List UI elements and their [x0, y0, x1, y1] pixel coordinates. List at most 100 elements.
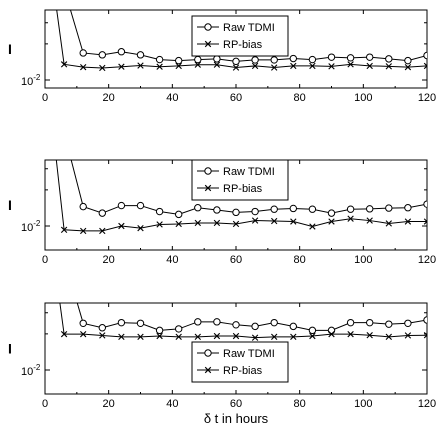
- data-point: [404, 56, 412, 65]
- data-point: [346, 54, 355, 62]
- data-point: [289, 322, 297, 331]
- legend: Raw TDMI RP-bias: [191, 341, 289, 383]
- x-tick-label: 0: [42, 92, 48, 104]
- x-tick-label: 80: [294, 398, 306, 410]
- data-point: [251, 322, 259, 331]
- x-tick-label: 20: [103, 254, 115, 266]
- legend-marker: [204, 23, 212, 31]
- data-point: [423, 51, 427, 60]
- data-point: [213, 61, 221, 68]
- legend-label: RP-bias: [223, 183, 263, 195]
- data-point: [232, 332, 240, 340]
- data-point: [423, 218, 427, 225]
- x-tick-label: 60: [230, 254, 242, 266]
- data-point: [308, 55, 317, 64]
- data-point: [271, 333, 278, 341]
- y-axis-label: I: [8, 341, 12, 357]
- x-axis-label: δ t in hours: [204, 411, 269, 426]
- data-point: [366, 53, 374, 61]
- data-point: [136, 51, 145, 59]
- data-point: [156, 221, 163, 228]
- data-point: [289, 204, 297, 213]
- data-point: [117, 48, 126, 56]
- data-point: [117, 318, 126, 327]
- x-tick-label: 80: [294, 254, 306, 266]
- data-point: [366, 332, 373, 339]
- data-point: [328, 63, 335, 70]
- data-point: [175, 325, 183, 333]
- data-point: [80, 63, 87, 71]
- x-tick-label: 60: [230, 398, 242, 410]
- data-point: [423, 316, 427, 324]
- data-point: [404, 332, 412, 339]
- y-tick-label: 10-2: [21, 219, 41, 234]
- data-point: [118, 222, 125, 230]
- data-point: [137, 333, 144, 341]
- data-point: [290, 62, 297, 70]
- x-tick-label: 120: [418, 398, 436, 410]
- data-point: [194, 204, 202, 212]
- legend: Raw TDMI RP-bias: [191, 15, 289, 57]
- legend-label: Raw TDMI: [223, 22, 275, 34]
- data-point: [366, 318, 374, 327]
- legend-label: RP-bias: [223, 365, 263, 377]
- plot-area: [55, 160, 427, 235]
- data-point: [60, 61, 68, 68]
- data-point: [404, 63, 412, 71]
- data-point: [346, 205, 355, 213]
- data-point: [137, 224, 144, 232]
- data-point: [99, 332, 106, 339]
- data-point: [137, 62, 144, 69]
- data-point: [175, 56, 183, 65]
- data-point: [309, 332, 316, 340]
- data-point: [404, 218, 412, 225]
- legend-box: [191, 159, 289, 201]
- data-point: [309, 62, 316, 70]
- data-point: [118, 63, 125, 70]
- data-point: [232, 64, 240, 71]
- data-point: [385, 333, 392, 341]
- data-point: [385, 220, 392, 227]
- data-point: [366, 62, 373, 70]
- x-tick-label: 120: [418, 254, 436, 266]
- data-point: [79, 49, 87, 57]
- data-point: [98, 209, 107, 217]
- data-point: [156, 332, 163, 340]
- x-tick-label: 20: [103, 92, 115, 104]
- data-point: [328, 330, 335, 338]
- data-point: [155, 207, 164, 216]
- chart-panel-3: 0 20 40 60 80 100 120 10-2 Iδ t in hours Raw TDMI…: [8, 302, 436, 426]
- data-point: [308, 205, 317, 213]
- legend-box: [191, 15, 289, 57]
- legend-marker: [204, 40, 212, 48]
- data-point: [385, 55, 393, 63]
- data-point: [347, 330, 354, 338]
- data-point: [175, 333, 182, 341]
- data-point: [80, 227, 87, 235]
- legend-box: [191, 341, 289, 383]
- data-point: [136, 201, 145, 210]
- data-point: [213, 318, 221, 326]
- data-point: [327, 53, 336, 61]
- data-point: [99, 227, 106, 235]
- data-point: [213, 206, 221, 214]
- data-point: [60, 226, 68, 233]
- data-point: [423, 62, 427, 70]
- plot-area: [59, 303, 427, 341]
- data-point: [366, 217, 373, 224]
- x-tick-label: 20: [103, 398, 115, 410]
- data-point: [156, 63, 163, 70]
- x-tick-label: 100: [354, 92, 372, 104]
- data-point: [346, 318, 355, 327]
- data-point: [270, 205, 278, 213]
- data-point: [385, 204, 393, 212]
- data-point: [118, 333, 125, 341]
- data-point: [213, 332, 221, 340]
- x-tick-label: 100: [354, 398, 372, 410]
- data-point: [347, 61, 354, 68]
- data-point: [98, 51, 107, 59]
- chart-panel-2: 0 20 40 60 80 100 120 10-2 I Raw TDMI RP-bias: [8, 159, 436, 266]
- data-point: [271, 64, 278, 71]
- x-tick-label: 40: [166, 92, 178, 104]
- x-tick-label: 40: [166, 398, 178, 410]
